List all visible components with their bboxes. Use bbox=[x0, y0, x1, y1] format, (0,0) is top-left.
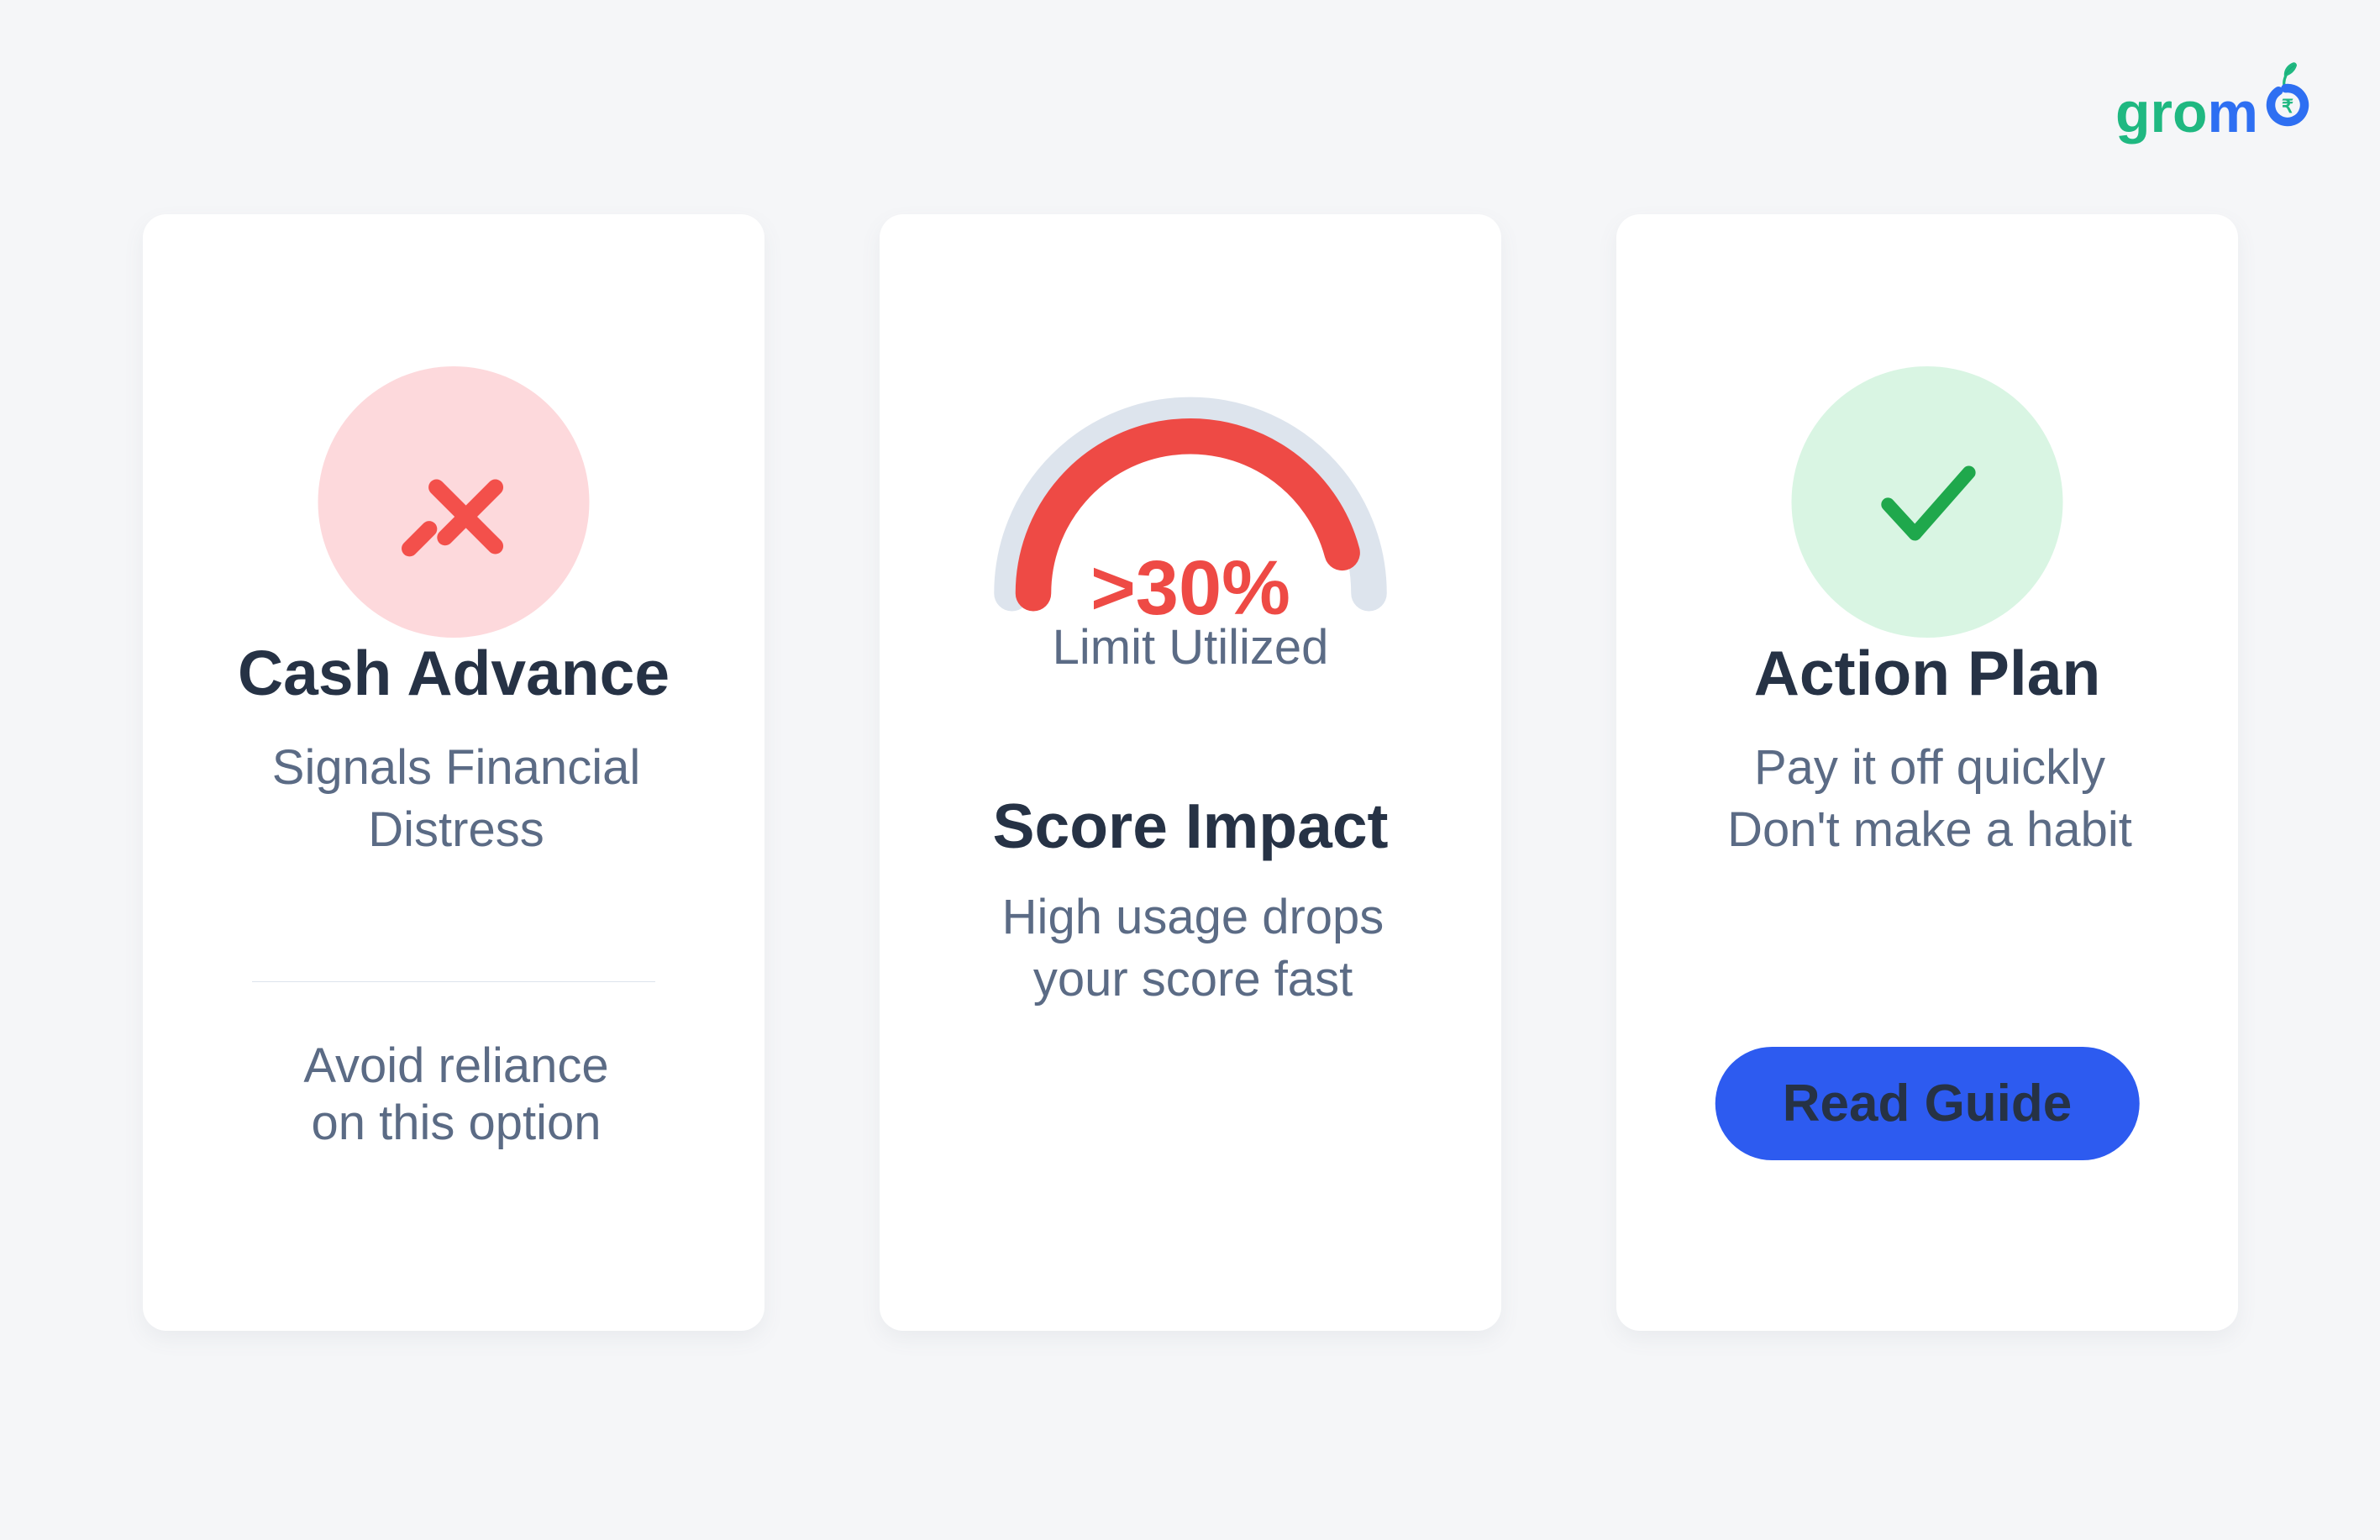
svg-text:₹: ₹ bbox=[2282, 96, 2293, 117]
